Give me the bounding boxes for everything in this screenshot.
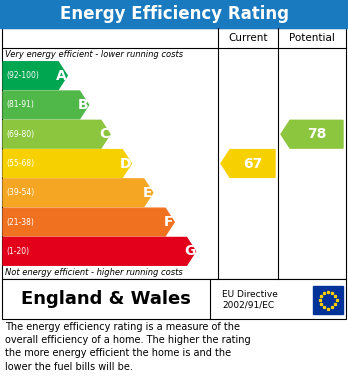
Text: England & Wales: England & Wales xyxy=(21,290,191,308)
Polygon shape xyxy=(281,120,343,148)
Polygon shape xyxy=(3,62,67,90)
Text: (55-68): (55-68) xyxy=(6,159,34,168)
Text: C: C xyxy=(100,127,110,141)
Text: (81-91): (81-91) xyxy=(6,100,34,109)
Text: Very energy efficient - lower running costs: Very energy efficient - lower running co… xyxy=(5,50,183,59)
Text: (92-100): (92-100) xyxy=(6,71,39,80)
Polygon shape xyxy=(3,237,196,265)
Text: G: G xyxy=(184,244,196,258)
Text: Potential: Potential xyxy=(289,33,335,43)
Polygon shape xyxy=(221,150,275,178)
Polygon shape xyxy=(3,91,89,119)
Text: B: B xyxy=(78,98,88,112)
Text: E: E xyxy=(143,186,152,200)
Text: A: A xyxy=(56,69,67,83)
Text: The energy efficiency rating is a measure of the
overall efficiency of a home. T: The energy efficiency rating is a measur… xyxy=(5,322,251,371)
Text: EU Directive: EU Directive xyxy=(222,290,278,299)
Text: 2002/91/EC: 2002/91/EC xyxy=(222,301,274,310)
Text: Energy Efficiency Rating: Energy Efficiency Rating xyxy=(60,5,288,23)
Bar xyxy=(2,279,346,319)
Polygon shape xyxy=(3,208,174,236)
Polygon shape xyxy=(3,179,153,207)
Bar xyxy=(313,286,343,314)
Text: (39-54): (39-54) xyxy=(6,188,34,197)
Text: (1-20): (1-20) xyxy=(6,247,29,256)
Text: (21-38): (21-38) xyxy=(6,217,34,226)
Text: Not energy efficient - higher running costs: Not energy efficient - higher running co… xyxy=(5,268,183,277)
Bar xyxy=(2,28,346,279)
Text: Current: Current xyxy=(228,33,268,43)
Polygon shape xyxy=(3,120,110,148)
Text: F: F xyxy=(164,215,173,229)
Bar xyxy=(0,0,348,28)
Text: D: D xyxy=(120,156,132,170)
Text: 78: 78 xyxy=(307,127,326,141)
Polygon shape xyxy=(3,150,132,178)
Text: 67: 67 xyxy=(243,156,262,170)
Text: (69-80): (69-80) xyxy=(6,130,34,139)
